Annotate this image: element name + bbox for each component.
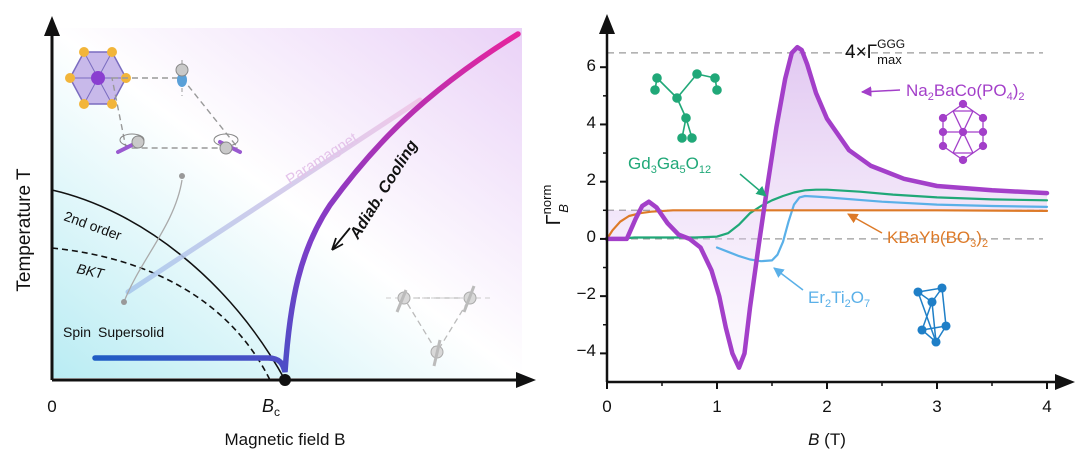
- series-line-Gd3Ga5O12: [605, 188, 1049, 240]
- x-tick-label: 0: [602, 397, 611, 416]
- y-tick-label: −2: [577, 284, 596, 303]
- kbayb-arrow: [847, 213, 883, 234]
- ggg-arrow: [739, 173, 767, 197]
- paramagnet-path: [125, 97, 423, 295]
- phase-x-tick-zero: 0: [47, 397, 56, 416]
- chart-y-arrowhead: [599, 14, 615, 34]
- critical-point: [279, 374, 291, 386]
- nabaco-arrow: [860, 86, 901, 97]
- gamma-chart: 0 1 2 3 4 −4 −2 0 2 4 6 B (T) Γnorm B 4×Γ…: [539, 14, 1075, 449]
- phase-diagram: Paramagnet Adiab. Cooling 2nd order BKT …: [14, 16, 536, 449]
- series-line-KBaYb(BO3)2: [605, 209, 1049, 240]
- ggg-max-label: 4×ΓGGG max: [845, 37, 905, 67]
- chart-y-label: Γnorm B: [539, 185, 571, 226]
- y-tick-label: 2: [587, 170, 596, 189]
- nabaco-structure-icon: [938, 99, 988, 165]
- paramagnet-lattice-icon: [386, 285, 490, 367]
- tick-layer: [600, 66, 1048, 389]
- x-tick-label: 3: [932, 397, 941, 416]
- y-tick-label: 6: [587, 56, 596, 75]
- cooling-arrow-icon: [331, 227, 351, 251]
- x-tick-labels: 0 1 2 3 4: [602, 397, 1051, 416]
- erti-arrow: [773, 267, 804, 291]
- phase-x-label: Magnetic field B: [225, 430, 346, 449]
- erti-structure-icon: [913, 283, 951, 347]
- series-line-Er2Ti2O7: [715, 194, 1049, 263]
- chart-x-label: B (T): [808, 430, 846, 449]
- y-tick-label: 4: [587, 113, 596, 132]
- y-tick-labels: −4 −2 0 2 4 6: [577, 56, 596, 360]
- pointer-dot-bottom: [121, 299, 127, 305]
- chart-x-arrowhead: [1055, 374, 1075, 390]
- x-tick-label: 2: [822, 397, 831, 416]
- supersolid-lattice-icon: [65, 47, 242, 155]
- pointer-dot-top: [179, 173, 185, 179]
- bkt-label: BKT: [75, 260, 106, 282]
- ggg-structure-icon: [650, 69, 722, 143]
- erti-label: Er2Ti2O7: [808, 288, 870, 310]
- y-tick-label: −4: [577, 341, 596, 360]
- phase-x-arrowhead: [516, 372, 536, 388]
- supersolid-label: Supersolid: [98, 324, 164, 340]
- phase-y-arrowhead: [44, 16, 60, 36]
- adiabatic-cooling-path: [92, 31, 521, 373]
- ggg-label: Gd3Ga5O12: [628, 154, 711, 176]
- x-tick-label: 4: [1042, 397, 1051, 416]
- critical-field-label: Bc: [262, 396, 280, 419]
- nabaco-label: Na2BaCo(PO4)2: [906, 81, 1025, 103]
- spin-label: Spin: [63, 324, 91, 340]
- series-line-Na2BaCo(PO4)2: [604, 44, 1050, 370]
- x-tick-label: 1: [712, 397, 721, 416]
- y-tick-label: 0: [587, 227, 596, 246]
- kbayb-label: KBaYb(BO3)2: [887, 228, 988, 250]
- plot-layer: [604, 44, 1050, 370]
- pointer-line: [123, 179, 183, 303]
- phase-y-label: Temperature T: [14, 168, 35, 292]
- bkt-boundary: [51, 247, 271, 381]
